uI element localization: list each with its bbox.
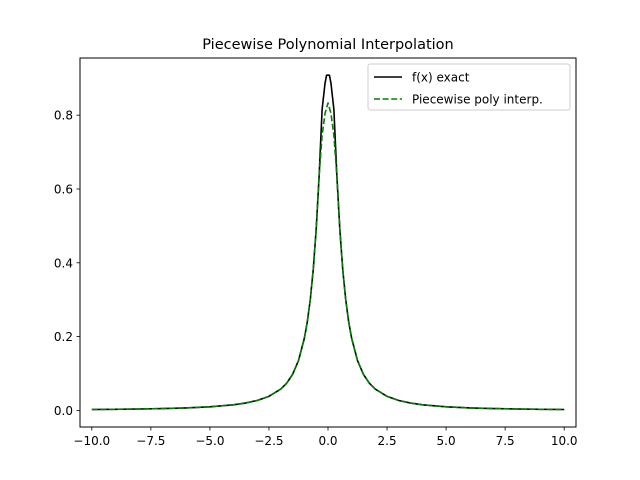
series-line-interpolation bbox=[91, 102, 565, 411]
y-tick-label: 0.4 bbox=[54, 256, 73, 270]
x-axis: −10.0 −7.5 −5.0 −2.5 0.0 2.5 5.0 7.5 10.0 bbox=[73, 427, 578, 448]
y-tick-label: 0.6 bbox=[54, 182, 73, 196]
plot-area bbox=[91, 74, 565, 411]
x-tick-label: −7.5 bbox=[136, 434, 165, 448]
legend-label: f(x) exact bbox=[412, 71, 470, 85]
legend: f(x) exact Piecewise poly interp. bbox=[367, 63, 571, 111]
y-tick-label: 0.0 bbox=[54, 404, 73, 418]
x-tick-label: −2.5 bbox=[254, 434, 283, 448]
x-tick-label: 2.5 bbox=[378, 434, 397, 448]
legend-box bbox=[367, 63, 571, 111]
chart-title: Piecewise Polynomial Interpolation bbox=[202, 37, 453, 53]
y-tick-label: 0.8 bbox=[54, 109, 73, 123]
axes-frame bbox=[79, 57, 577, 428]
x-tick-label: −10.0 bbox=[73, 434, 110, 448]
x-tick-label: 7.5 bbox=[496, 434, 515, 448]
legend-label: Piecewise poly interp. bbox=[412, 93, 543, 107]
x-tick-label: 10.0 bbox=[551, 434, 578, 448]
y-axis: 0.0 0.2 0.4 0.6 0.8 bbox=[54, 109, 80, 418]
x-tick-label: −5.0 bbox=[195, 434, 224, 448]
y-tick-label: 0.2 bbox=[54, 330, 73, 344]
x-tick-label: 0.0 bbox=[318, 434, 337, 448]
x-tick-label: 5.0 bbox=[437, 434, 456, 448]
